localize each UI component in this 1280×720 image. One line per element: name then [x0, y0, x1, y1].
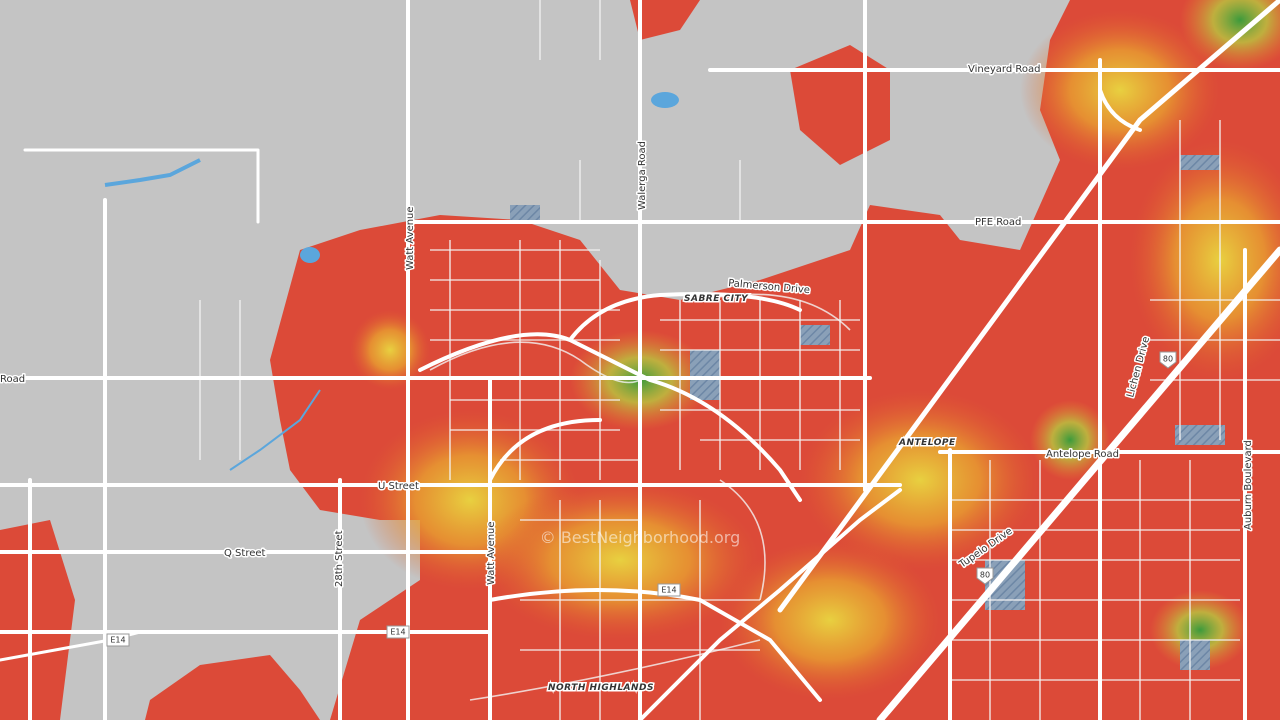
shield: 80	[1163, 355, 1173, 364]
road-label: Auburn Boulevard	[1243, 440, 1254, 530]
road-label: PFE Road	[975, 217, 1021, 228]
road-label: 28th Street	[334, 530, 345, 587]
place-labels: SABRE CITY ANTELOPE NORTH HIGHLANDS	[547, 293, 957, 695]
shield: 80	[980, 571, 990, 580]
watermark: © BestNeighborhood.org	[540, 528, 741, 547]
road-label: Walerga Road	[637, 141, 648, 210]
shield: E14	[110, 636, 125, 645]
road-label: Antelope Road	[1046, 449, 1119, 460]
road-label: U Street	[378, 481, 419, 492]
road-label: Q Street	[224, 548, 266, 559]
road-label: Vineyard Road	[968, 64, 1041, 75]
shield: E14	[390, 628, 405, 637]
shields: E14 E14 E14 80 80	[106, 351, 1177, 647]
place-label: ANTELOPE	[898, 438, 956, 448]
water	[104, 92, 679, 471]
place-label: NORTH HIGHLANDS	[548, 683, 654, 693]
place-label: SABRE CITY	[684, 294, 749, 304]
road-label: Watt Avenue	[486, 521, 497, 585]
shield: E14	[661, 586, 676, 595]
parks	[510, 155, 1225, 670]
road-label: Road	[0, 374, 25, 385]
minor-streets	[199, 0, 1280, 720]
road-label: Watt Avenue	[405, 206, 416, 270]
